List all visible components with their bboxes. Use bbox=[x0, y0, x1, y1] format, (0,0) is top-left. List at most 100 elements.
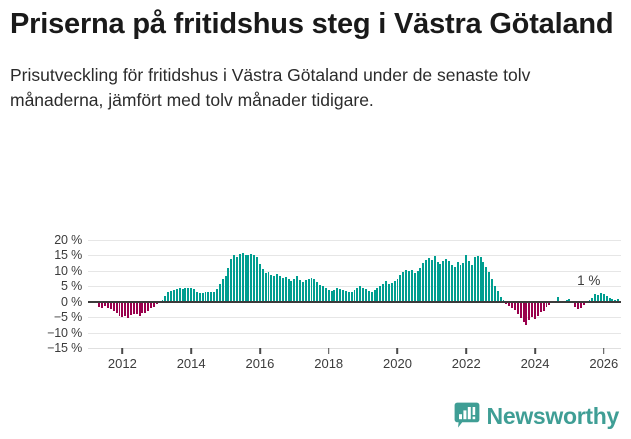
chart-x-axis-line bbox=[88, 348, 621, 349]
bar bbox=[132, 301, 135, 314]
bar bbox=[614, 299, 617, 302]
bar bbox=[224, 275, 227, 302]
bar bbox=[534, 301, 536, 319]
bar bbox=[241, 252, 244, 302]
bar bbox=[253, 255, 256, 302]
gridline bbox=[88, 270, 621, 272]
bar bbox=[118, 301, 121, 316]
bar bbox=[499, 296, 502, 302]
zero-line bbox=[88, 300, 621, 304]
bar bbox=[256, 257, 259, 302]
bar bbox=[167, 292, 170, 302]
bar bbox=[405, 270, 408, 302]
bar bbox=[130, 301, 132, 315]
bar bbox=[135, 301, 138, 315]
bar bbox=[602, 294, 605, 302]
bar bbox=[198, 292, 201, 302]
bar bbox=[516, 301, 519, 315]
gridline bbox=[88, 286, 621, 288]
bar bbox=[112, 301, 115, 311]
bar bbox=[453, 266, 456, 302]
bar bbox=[491, 278, 493, 302]
bar bbox=[608, 298, 611, 302]
bar bbox=[187, 288, 190, 302]
bar bbox=[393, 281, 396, 302]
bar bbox=[244, 254, 247, 302]
bar bbox=[471, 264, 473, 302]
bar bbox=[175, 289, 178, 302]
bar bbox=[370, 292, 373, 302]
bar bbox=[296, 276, 299, 302]
bar bbox=[273, 275, 276, 302]
bar bbox=[290, 280, 293, 302]
bar bbox=[141, 301, 144, 314]
bar bbox=[121, 301, 124, 317]
y-axis-tick-label: −5 % bbox=[53, 310, 82, 325]
y-axis-tick-label: 10 % bbox=[54, 263, 82, 278]
bar bbox=[513, 301, 516, 311]
bar bbox=[210, 292, 213, 302]
bar bbox=[152, 301, 155, 307]
y-axis-tick-label: 15 % bbox=[54, 248, 82, 263]
x-axis-tick-label: 2026 bbox=[589, 356, 619, 371]
bar bbox=[109, 301, 112, 310]
bar bbox=[201, 293, 204, 302]
bar bbox=[522, 301, 525, 323]
page-title: Priserna på fritidshus steg i Västra Göt… bbox=[10, 8, 614, 40]
bar bbox=[379, 285, 382, 302]
bar bbox=[115, 301, 118, 314]
bar bbox=[107, 301, 110, 309]
bar bbox=[511, 301, 514, 309]
bar bbox=[98, 301, 101, 308]
bar bbox=[261, 269, 264, 302]
bar bbox=[485, 267, 488, 302]
bar bbox=[362, 287, 365, 302]
bar bbox=[385, 280, 387, 302]
x-axis-tick-label: 2016 bbox=[245, 356, 275, 371]
bar bbox=[367, 290, 370, 302]
bar bbox=[147, 301, 150, 311]
bar bbox=[574, 301, 577, 308]
bar bbox=[479, 257, 482, 302]
bar bbox=[456, 262, 459, 302]
x-axis-tick-label: 2020 bbox=[383, 356, 412, 371]
bar bbox=[150, 301, 152, 309]
bar bbox=[413, 273, 416, 302]
bar bbox=[528, 301, 531, 320]
bar bbox=[396, 278, 399, 302]
bar bbox=[350, 291, 353, 302]
bar bbox=[281, 278, 284, 302]
value-annotation: 1 % bbox=[577, 272, 601, 288]
chart-bars bbox=[88, 240, 621, 348]
bar bbox=[347, 292, 350, 302]
bar bbox=[462, 262, 465, 302]
bar bbox=[548, 301, 551, 305]
chart-plot-area bbox=[88, 240, 621, 349]
bar bbox=[304, 279, 307, 302]
bar bbox=[267, 272, 270, 302]
bar bbox=[218, 283, 221, 302]
bar bbox=[356, 287, 359, 302]
bar bbox=[433, 256, 436, 302]
bar bbox=[322, 285, 324, 302]
x-axis-tick-label: 2018 bbox=[314, 356, 344, 371]
x-axis-tick-label: 2022 bbox=[451, 356, 481, 371]
x-axis-tick bbox=[465, 348, 468, 354]
bar bbox=[193, 289, 195, 302]
bar bbox=[496, 290, 499, 302]
bar bbox=[422, 262, 425, 302]
bar bbox=[319, 285, 322, 302]
bar bbox=[344, 291, 347, 302]
bar bbox=[525, 301, 528, 325]
bar bbox=[591, 298, 594, 302]
bar bbox=[468, 260, 471, 302]
bar bbox=[181, 288, 184, 302]
bar bbox=[450, 264, 453, 302]
bar bbox=[287, 279, 290, 302]
bar bbox=[387, 283, 390, 302]
bar bbox=[236, 257, 238, 302]
bar bbox=[339, 288, 342, 302]
bar bbox=[327, 289, 330, 302]
bar bbox=[190, 287, 193, 302]
bar bbox=[568, 299, 571, 302]
